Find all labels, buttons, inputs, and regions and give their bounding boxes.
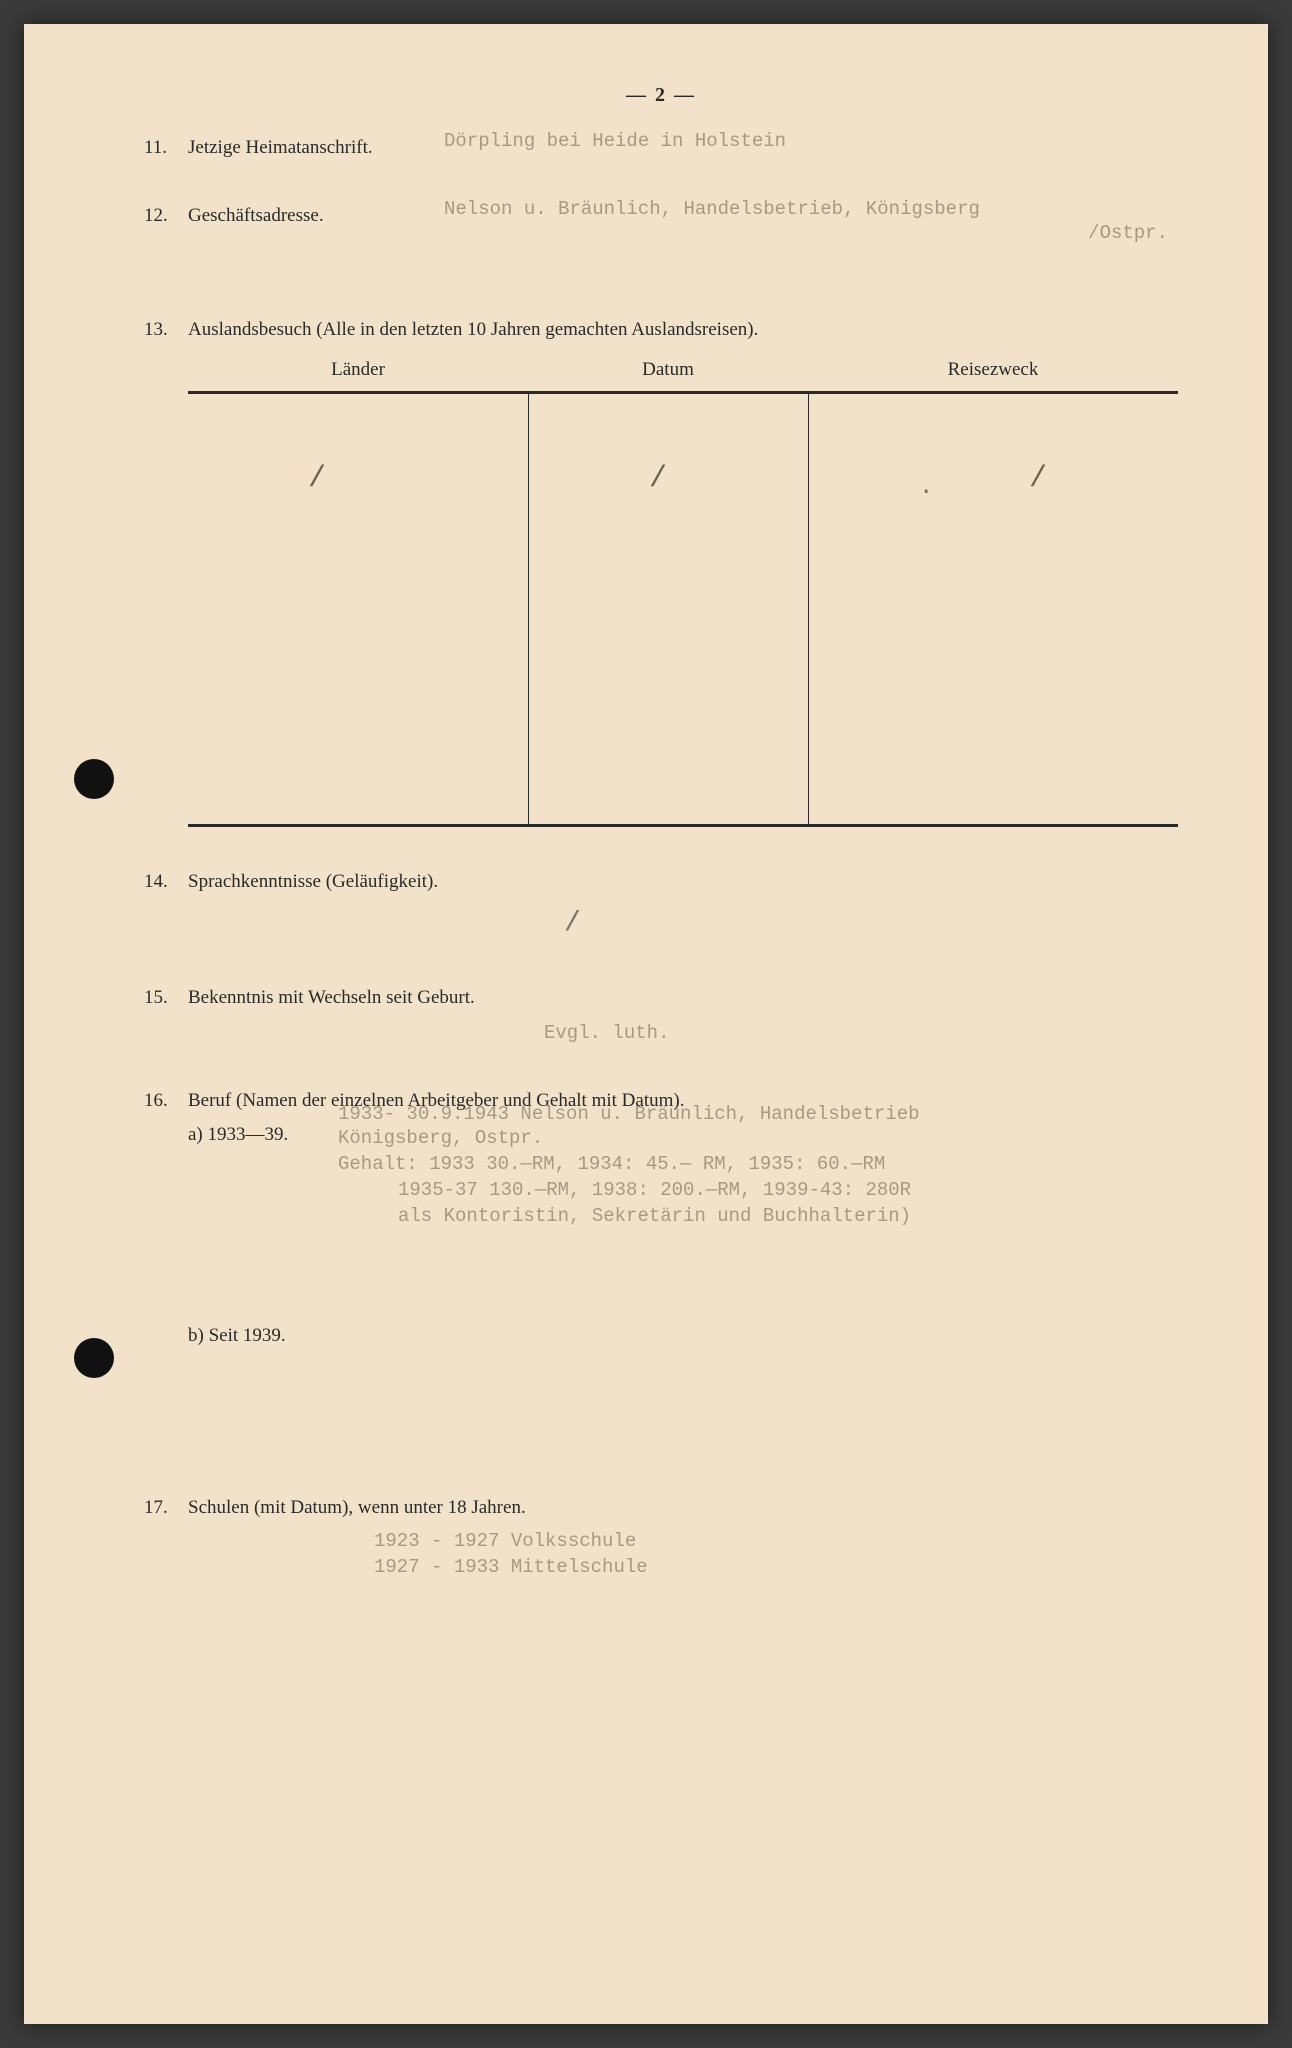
f16a-line4: 1935-37 130.—RM, 1938: 200.—RM, 1939-43:…: [398, 1178, 1178, 1204]
field-14: 14. Sprachkenntnisse (Geläufigkeit).: [144, 871, 1178, 893]
field-label: Bekenntnis mit Wechseln seit Geburt.: [188, 987, 475, 1009]
field-label: Auslandsbesuch (Alle in den letzten 10 J…: [188, 319, 758, 341]
field-label: Geschäftsadresse.: [188, 205, 324, 227]
field-12-value-line1: Nelson u. Bräunlich, Handelsbetrieb, Kön…: [444, 197, 980, 223]
col-header-reise: Reisezweck: [808, 359, 1178, 381]
field-13: 13. Auslandsbesuch (Alle in den letzten …: [144, 319, 1178, 341]
table-cell: /: [188, 394, 528, 824]
field-label: Sprachkenntnisse (Geläufigkeit).: [188, 871, 438, 893]
f16a-line5: als Kontoristin, Sekretärin und Buchhalt…: [398, 1204, 1178, 1230]
field-15: 15. Bekenntnis mit Wechseln seit Geburt.: [144, 987, 1178, 1009]
field-17: 17. Schulen (mit Datum), wenn unter 18 J…: [144, 1497, 1178, 1519]
field-label: Jetzige Heimatanschrift.: [188, 137, 373, 159]
field-number: 16.: [144, 1090, 188, 1112]
field-number: 13.: [144, 319, 188, 341]
hole-punch: [74, 759, 114, 799]
field-16b: b) Seit 1939.: [188, 1325, 1178, 1347]
table-cell: /: [528, 394, 808, 824]
field-label: Schulen (mit Datum), wenn unter 18 Jahre…: [188, 1497, 526, 1519]
slash-mark: /: [649, 462, 667, 496]
col-header-datum: Datum: [528, 359, 808, 381]
field-number: 11.: [144, 137, 188, 159]
f16a-line3: Gehalt: 1933 30.—RM, 1934: 45.— RM, 1935…: [338, 1152, 1178, 1178]
page-number: — 2 —: [144, 84, 1178, 107]
f16a-line1: 1933- 30.9.1943 Nelson u. Bräunlich, Han…: [338, 1102, 920, 1128]
table-cell: . /: [808, 394, 1178, 824]
field-number: 15.: [144, 987, 188, 1009]
slash-mark: /: [308, 462, 326, 496]
sub-label-a: a) 1933—39.: [188, 1124, 308, 1146]
field-11-value: Dörpling bei Heide in Holstein: [444, 129, 786, 155]
travel-table: Länder Datum Reisezweck / / . /: [188, 359, 1178, 827]
f17-line2: 1927 - 1933 Mittelschule: [374, 1555, 1178, 1581]
field-14-value: /: [564, 905, 1178, 943]
field-12-value-line2: /Ostpr.: [1088, 221, 1168, 247]
field-number: 14.: [144, 871, 188, 893]
table-header: Länder Datum Reisezweck: [188, 359, 1178, 391]
field-16a: a) 1933—39. 1933- 30.9.1943 Nelson u. Br…: [188, 1124, 1178, 1229]
field-number: 12.: [144, 205, 188, 227]
f17-line1: 1923 - 1927 Volksschule: [374, 1529, 1178, 1555]
document-page: — 2 — Dörpling bei Heide in Holstein 11.…: [24, 24, 1268, 2024]
field-15-value: Evgl. luth.: [544, 1021, 1178, 1047]
slash-mark: /: [1029, 462, 1047, 496]
field-number: 17.: [144, 1497, 188, 1519]
hole-punch: [74, 1338, 114, 1378]
f16a-line2: Königsberg, Ostpr.: [338, 1126, 543, 1152]
col-header-land: Länder: [188, 359, 528, 381]
table-body: / / . /: [188, 394, 1178, 824]
sub-label-b: b) Seit 1939.: [188, 1325, 308, 1347]
